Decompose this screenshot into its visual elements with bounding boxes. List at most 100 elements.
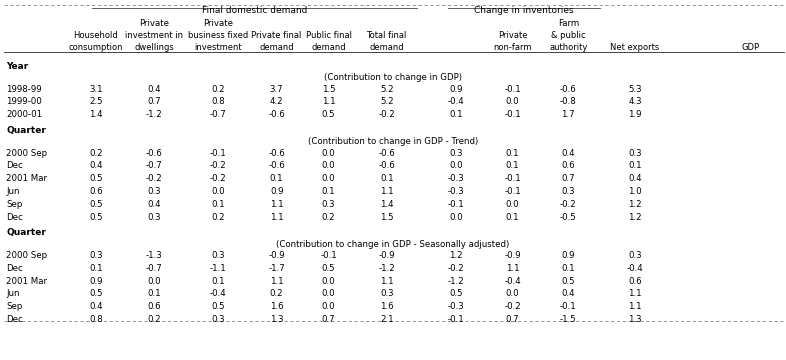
- Text: Sep: Sep: [6, 200, 23, 209]
- Text: 1.0: 1.0: [628, 187, 642, 196]
- Text: -0.7: -0.7: [145, 264, 163, 273]
- Text: -1.2: -1.2: [145, 110, 163, 119]
- Text: 0.0: 0.0: [321, 149, 336, 158]
- Text: -0.2: -0.2: [447, 264, 465, 273]
- Text: 0.2: 0.2: [211, 85, 225, 94]
- Text: 0.1: 0.1: [628, 161, 642, 170]
- Text: 0.7: 0.7: [147, 98, 161, 107]
- Text: 0.2: 0.2: [147, 315, 161, 324]
- Text: 0.2: 0.2: [270, 289, 284, 298]
- Text: Dec: Dec: [6, 264, 23, 273]
- Text: 5.2: 5.2: [380, 85, 394, 94]
- Text: -0.1: -0.1: [504, 85, 521, 94]
- Text: 1.6: 1.6: [380, 302, 394, 311]
- Text: authority: authority: [549, 43, 587, 52]
- Text: 0.5: 0.5: [89, 213, 103, 222]
- Text: 0.5: 0.5: [89, 200, 103, 209]
- Text: -0.1: -0.1: [320, 251, 337, 260]
- Text: 0.4: 0.4: [628, 174, 642, 183]
- Text: Farm: Farm: [557, 19, 579, 28]
- Text: Net exports: Net exports: [611, 43, 659, 52]
- Text: 2.1: 2.1: [380, 315, 394, 324]
- Text: 1.2: 1.2: [449, 251, 463, 260]
- Text: Quarter: Quarter: [6, 126, 46, 135]
- Text: 0.0: 0.0: [505, 98, 520, 107]
- Text: -0.6: -0.6: [378, 161, 395, 170]
- Text: 0.7: 0.7: [561, 174, 575, 183]
- Text: 0.0: 0.0: [211, 187, 225, 196]
- Text: Private final: Private final: [252, 31, 302, 40]
- Text: -1.5: -1.5: [560, 315, 577, 324]
- Text: 0.6: 0.6: [561, 161, 575, 170]
- Text: 1999-00: 1999-00: [6, 98, 42, 107]
- Text: 5.2: 5.2: [380, 98, 394, 107]
- Text: 1.1: 1.1: [505, 264, 520, 273]
- Text: Private: Private: [139, 19, 169, 28]
- Text: 1.1: 1.1: [628, 289, 642, 298]
- Text: -0.6: -0.6: [268, 149, 285, 158]
- Text: 2001 Mar: 2001 Mar: [6, 276, 47, 285]
- Text: Sep: Sep: [6, 302, 23, 311]
- Text: 0.1: 0.1: [505, 149, 520, 158]
- Text: -0.2: -0.2: [209, 161, 226, 170]
- Text: -1.2: -1.2: [447, 276, 465, 285]
- Text: 0.1: 0.1: [89, 264, 103, 273]
- Text: -0.6: -0.6: [145, 149, 163, 158]
- Text: non-farm: non-farm: [494, 43, 531, 52]
- Text: 0.4: 0.4: [147, 85, 161, 94]
- Text: -0.6: -0.6: [560, 85, 577, 94]
- Text: Total final: Total final: [366, 31, 407, 40]
- Text: -0.1: -0.1: [447, 315, 465, 324]
- Text: 1.1: 1.1: [270, 213, 284, 222]
- Text: -1.3: -1.3: [145, 251, 163, 260]
- Text: -0.1: -0.1: [447, 200, 465, 209]
- Text: Jun: Jun: [6, 187, 20, 196]
- Text: 0.1: 0.1: [561, 264, 575, 273]
- Text: 0.1: 0.1: [321, 187, 336, 196]
- Text: 0.2: 0.2: [89, 149, 103, 158]
- Text: -0.1: -0.1: [560, 302, 577, 311]
- Text: 2.5: 2.5: [89, 98, 103, 107]
- Text: 0.3: 0.3: [561, 187, 575, 196]
- Text: 1.4: 1.4: [89, 110, 103, 119]
- Text: 0.4: 0.4: [561, 149, 575, 158]
- Text: 1.6: 1.6: [270, 302, 284, 311]
- Text: investment: investment: [194, 43, 241, 52]
- Text: 1.1: 1.1: [380, 187, 394, 196]
- Text: 0.3: 0.3: [449, 149, 463, 158]
- Text: -0.4: -0.4: [209, 289, 226, 298]
- Text: 0.8: 0.8: [89, 315, 103, 324]
- Text: 0.0: 0.0: [321, 302, 336, 311]
- Text: 0.1: 0.1: [449, 110, 463, 119]
- Text: 4.2: 4.2: [270, 98, 284, 107]
- Text: -0.9: -0.9: [378, 251, 395, 260]
- Text: 0.3: 0.3: [321, 200, 336, 209]
- Text: demand: demand: [311, 43, 346, 52]
- Text: 0.4: 0.4: [561, 289, 575, 298]
- Text: 1.7: 1.7: [561, 110, 575, 119]
- Text: 0.9: 0.9: [89, 276, 103, 285]
- Text: GDP: GDP: [741, 43, 760, 52]
- Text: -0.1: -0.1: [504, 187, 521, 196]
- Text: 5.3: 5.3: [628, 85, 642, 94]
- Text: (Contribution to change in GDP - Seasonally adjusted): (Contribution to change in GDP - Seasona…: [277, 240, 509, 249]
- Text: 0.9: 0.9: [270, 187, 284, 196]
- Text: -0.4: -0.4: [447, 98, 465, 107]
- Text: 0.6: 0.6: [628, 276, 642, 285]
- Text: 0.4: 0.4: [147, 200, 161, 209]
- Text: 0.5: 0.5: [321, 264, 336, 273]
- Text: 0.5: 0.5: [211, 302, 225, 311]
- Text: 0.5: 0.5: [561, 276, 575, 285]
- Text: 0.7: 0.7: [321, 315, 336, 324]
- Text: investment in: investment in: [125, 31, 183, 40]
- Text: 0.2: 0.2: [321, 213, 336, 222]
- Text: Dec: Dec: [6, 213, 23, 222]
- Text: 1.5: 1.5: [321, 85, 336, 94]
- Text: -0.3: -0.3: [447, 174, 465, 183]
- Text: 0.3: 0.3: [628, 149, 642, 158]
- Text: 0.1: 0.1: [380, 174, 394, 183]
- Text: -0.4: -0.4: [504, 276, 521, 285]
- Text: (Contribution to change in GDP): (Contribution to change in GDP): [324, 73, 462, 82]
- Text: Jun: Jun: [6, 289, 20, 298]
- Text: -0.4: -0.4: [626, 264, 644, 273]
